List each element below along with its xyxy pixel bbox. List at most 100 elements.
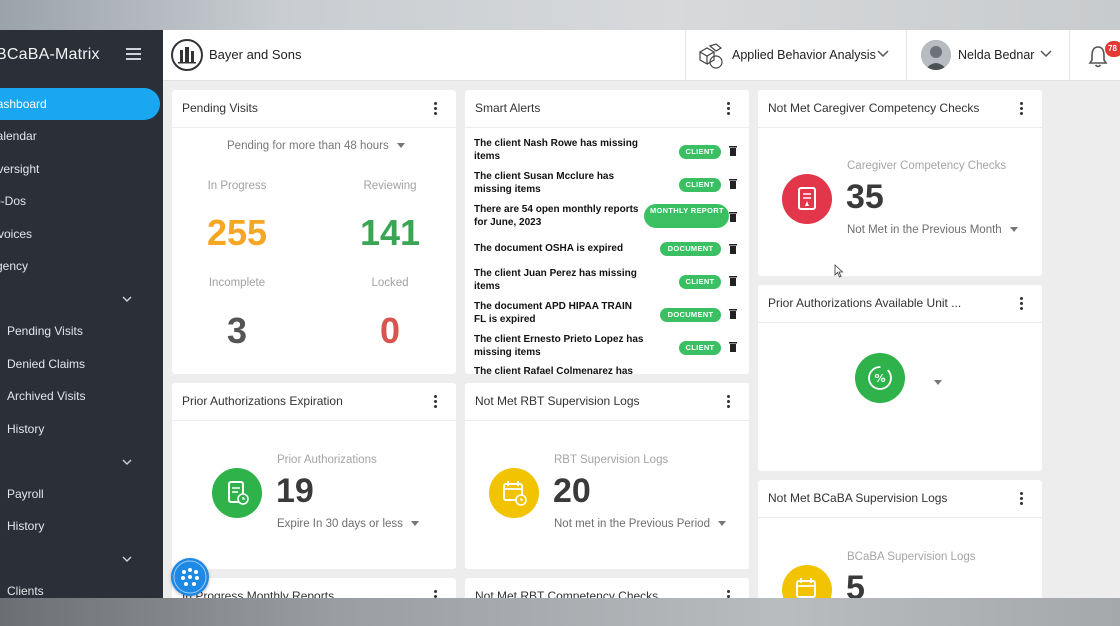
alert-text: There are 54 open monthly reports for Ju… (474, 204, 639, 228)
alert-text: The document OSHA is expired (474, 243, 624, 254)
in-progress-count[interactable]: 255 (206, 212, 268, 253)
document-clock-icon (212, 468, 262, 518)
sidebar-item-payroll-history[interactable]: History (0, 510, 163, 542)
sidebar-item-calendar[interactable]: Calendar (0, 120, 163, 152)
organization-name[interactable]: Bayer and Sons (209, 47, 302, 62)
calendar-clock-icon (782, 565, 832, 598)
sidebar-item-label: Archived Visits (7, 389, 86, 403)
more-options-icon[interactable] (727, 395, 731, 409)
document-alert-icon (782, 174, 832, 224)
caret-down-icon (1009, 227, 1018, 233)
percentage-icon: % (855, 353, 905, 403)
caregiver-competency-card: Not Met Caregiver Competency Checks Care… (758, 90, 1042, 276)
chevron-down-icon[interactable] (877, 49, 889, 59)
caret-down-icon (717, 521, 726, 527)
more-options-icon[interactable] (434, 590, 438, 598)
header-divider (906, 30, 907, 81)
mouse-cursor-icon (834, 264, 844, 278)
metric-label: Prior Authorizations (277, 454, 377, 466)
sidebar-item-todos[interactable]: To-Dos (0, 185, 163, 217)
bell-icon[interactable] (1087, 44, 1109, 68)
caret-down-icon (410, 521, 419, 527)
card-title: Not Met RBT Supervision Logs (475, 394, 640, 408)
caret-down-icon[interactable] (934, 380, 942, 385)
trash-icon[interactable] (728, 178, 738, 189)
sidebar-item-dashboard[interactable]: Dashboard (0, 88, 160, 120)
sidebar-item-archived-visits[interactable]: Archived Visits (0, 380, 163, 412)
alert-text: The client Rafael Colmenarez has (474, 366, 633, 374)
period-dropdown[interactable]: Expire In 30 days or less (277, 518, 419, 530)
period-dropdown[interactable]: Not Met in the Previous Month (847, 224, 1018, 236)
more-options-icon[interactable] (434, 102, 438, 116)
sidebar-item-label: Pending Visits (7, 324, 83, 338)
locked-count[interactable]: 0 (379, 310, 401, 351)
sidebar-item-label: Dashboard (0, 97, 47, 111)
metric-label: RBT Supervision Logs (554, 454, 669, 466)
sidebar-item-denied-claims[interactable]: Denied Claims (0, 348, 163, 380)
more-options-icon[interactable] (727, 590, 731, 598)
trash-icon[interactable] (728, 275, 738, 286)
more-options-icon[interactable] (1020, 102, 1024, 116)
sidebar-item-clients[interactable]: Clients (0, 575, 163, 598)
more-options-icon[interactable] (1020, 297, 1024, 311)
monthly-reports-card: In Progress Monthly Reports (172, 578, 456, 598)
sidebar-item-label: Oversight (0, 162, 40, 176)
trash-icon[interactable] (728, 308, 738, 319)
incomplete-count[interactable]: 3 (226, 310, 248, 351)
sidebar-item-pending-visits[interactable]: Pending Visits (0, 315, 163, 347)
sidebar-item-label: Invoices (0, 227, 33, 241)
svg-text:%: % (874, 372, 885, 385)
alert-text: The client Juan Perez has missing items (474, 268, 637, 292)
alert-text: The client Susan Mcclure has missing ite… (474, 171, 615, 195)
chevron-down-icon[interactable] (122, 294, 132, 304)
sidebar-item-label: Payroll (7, 487, 44, 501)
metric-value[interactable]: 35 (846, 178, 884, 216)
sidebar-item-invoices[interactable]: Invoices (0, 218, 163, 250)
alert-text: The client Nash Rowe has missing items (474, 138, 638, 162)
period-value: Expire In 30 days or less (277, 518, 403, 530)
bcaba-supervision-card: Not Met BCaBA Supervision Logs BCaBA Sup… (758, 480, 1042, 598)
more-options-icon[interactable] (1020, 492, 1024, 506)
chevron-down-icon[interactable] (122, 554, 132, 564)
avatar[interactable] (921, 40, 951, 70)
brand: BCaBA-Matrix (0, 30, 163, 80)
sidebar-item-history[interactable]: History (0, 413, 163, 445)
pending-visits-card: Pending Visits Pending for more than 48 … (172, 90, 456, 374)
sidebar-item-oversight[interactable]: Oversight (0, 153, 163, 185)
trash-icon[interactable] (728, 341, 738, 352)
reviewing-count[interactable]: 141 (359, 212, 421, 253)
sidebar-item-label: Denied Claims (7, 357, 86, 371)
metric-value[interactable]: 19 (276, 472, 314, 510)
alert-badge: MONTHLY REPORT (644, 204, 729, 228)
card-divider (758, 322, 1042, 323)
prior-auth-units-card: Prior Authorizations Available Unit ... … (758, 285, 1042, 471)
program-selector[interactable]: Applied Behavior Analysis (732, 48, 876, 62)
chevron-down-icon[interactable] (1040, 49, 1052, 59)
chat-widget-button[interactable] (171, 558, 209, 596)
menu-toggle-icon[interactable] (126, 48, 141, 60)
trash-icon[interactable] (728, 243, 738, 254)
chevron-down-icon[interactable] (122, 457, 132, 467)
card-divider (758, 517, 1042, 518)
card-title: Not Met RBT Competency Checks (475, 589, 659, 598)
user-name[interactable]: Nelda Bednar (958, 48, 1035, 62)
sidebar-item-agency[interactable]: Agency (0, 250, 163, 282)
metric-value[interactable]: 5 (846, 569, 865, 598)
metric-label: Caregiver Competency Checks (847, 160, 1007, 172)
period-value: Not met in the Previous Period (554, 518, 710, 530)
trash-icon[interactable] (728, 145, 738, 156)
incomplete-label: Incomplete (208, 277, 266, 289)
more-options-icon[interactable] (434, 395, 438, 409)
rbt-competency-card: Not Met RBT Competency Checks (465, 578, 749, 598)
more-options-icon[interactable] (727, 102, 731, 116)
card-divider (465, 420, 749, 421)
pending-filter-dropdown[interactable]: Pending for more than 48 hours (227, 140, 405, 152)
metric-value[interactable]: 20 (553, 472, 591, 510)
sidebar-item-payroll[interactable]: Payroll (0, 478, 163, 510)
period-dropdown[interactable]: Not met in the Previous Period (554, 518, 726, 530)
sidebar-item-label: History (7, 519, 45, 533)
alert-badge: CLIENT (679, 275, 721, 289)
top-header: Bayer and Sons Applied Behavior Analysis… (163, 30, 1120, 81)
trash-icon[interactable] (728, 211, 738, 222)
organization-logo-icon (171, 39, 203, 71)
